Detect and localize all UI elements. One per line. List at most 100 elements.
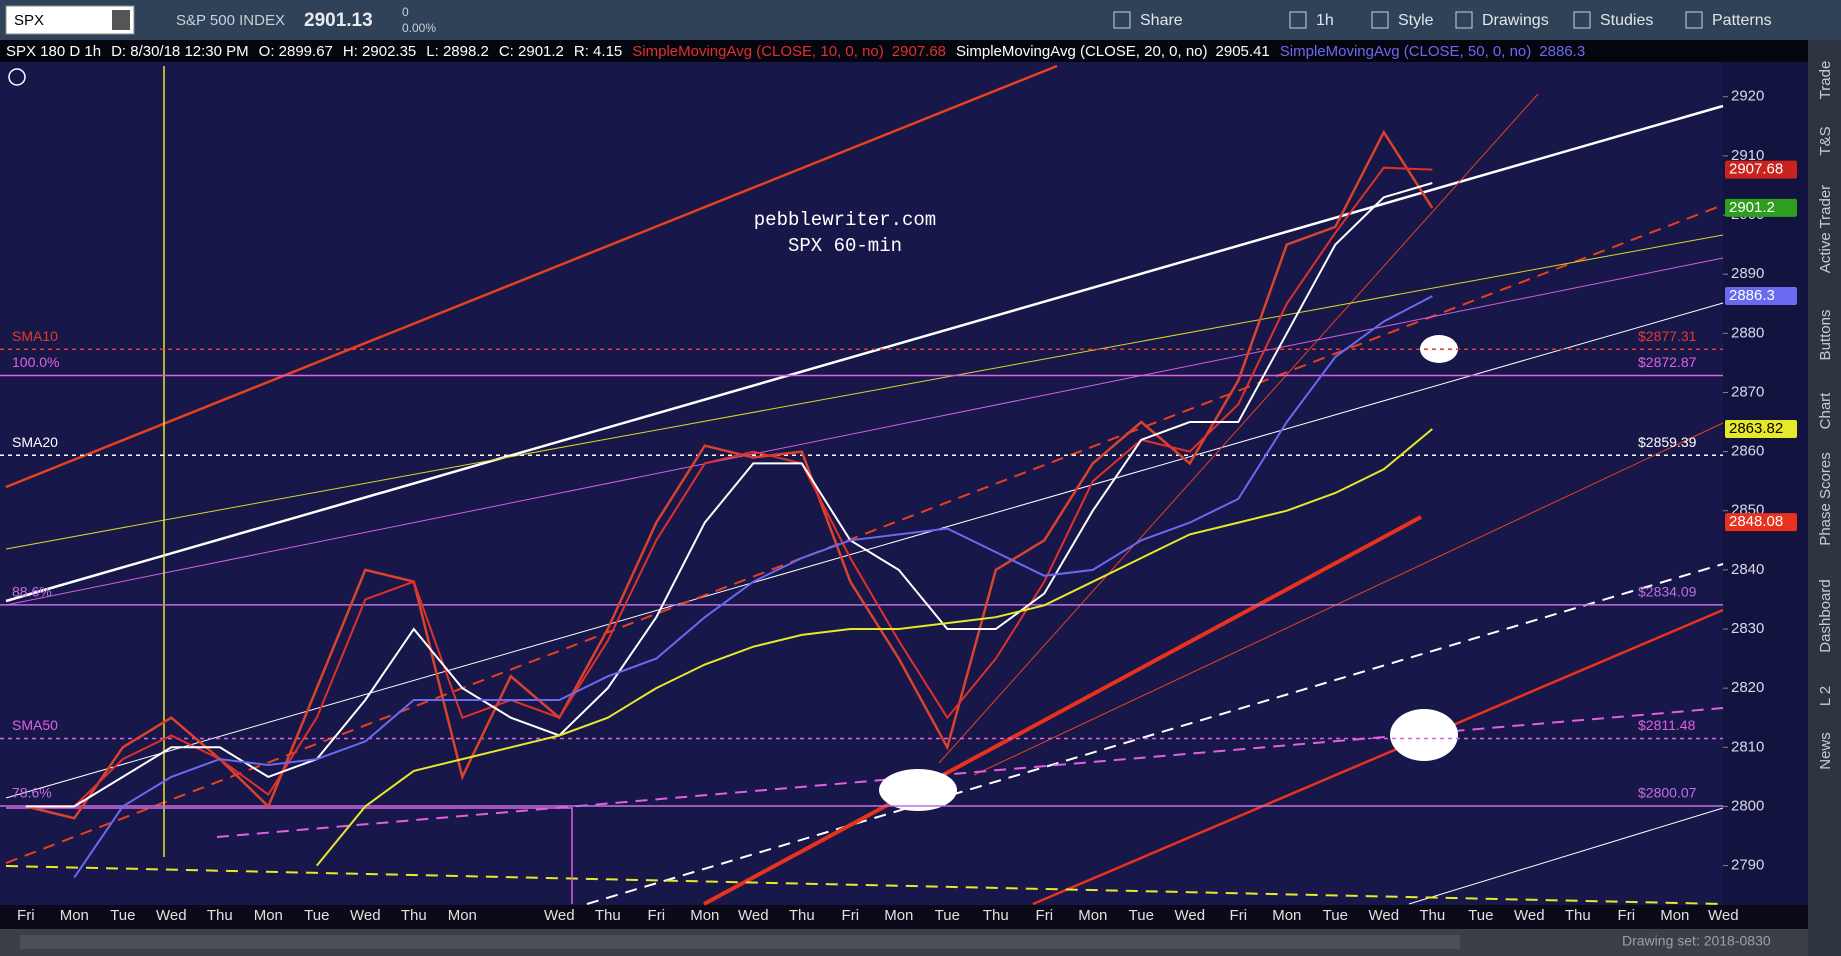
drawings xyxy=(5,64,1724,906)
y-tick-label: 2840 xyxy=(1731,561,1764,578)
toolbar xyxy=(0,0,1841,40)
toolbar-button[interactable]: Style xyxy=(1398,12,1434,29)
y-tick-label: 2920 xyxy=(1731,88,1764,105)
x-tick-label: Mon xyxy=(254,907,283,924)
study-name: SimpleMovingAvg (CLOSE, 20, 0, no) xyxy=(956,43,1208,60)
x-tick-label: Mon xyxy=(884,907,913,924)
symbol-dropdown[interactable] xyxy=(112,10,130,30)
x-tick-label: Fri xyxy=(17,907,35,924)
sidebar-tab[interactable]: T&S xyxy=(1817,126,1834,155)
toolbar-button[interactable]: Drawings xyxy=(1482,12,1549,29)
trend-line xyxy=(5,64,1058,489)
x-tick-label: Wed xyxy=(156,907,187,924)
x-tick-label: Mon xyxy=(1660,907,1689,924)
x-tick-label: Tue xyxy=(110,907,135,924)
chart-area xyxy=(0,62,1723,905)
level-label: $2877.31 xyxy=(1638,328,1697,344)
x-tick-label: Wed xyxy=(1175,907,1206,924)
x-tick-label: Mon xyxy=(1078,907,1107,924)
price-badge xyxy=(1725,198,1797,217)
trend-line xyxy=(5,104,1724,603)
info-line: SPX 180 D 1h D: 8/30/18 12:30 PM O: 2899.6… xyxy=(6,43,1585,60)
toolbar-button-icon[interactable] xyxy=(1113,11,1131,29)
toolbar-button-icon[interactable] xyxy=(1573,11,1591,29)
level-name: SMA50 xyxy=(12,717,58,733)
x-tick-label: Tue xyxy=(1323,907,1348,924)
x-tick-label: Thu xyxy=(401,907,427,924)
sidebar-tab[interactable]: News xyxy=(1817,732,1834,770)
x-tick-label: Thu xyxy=(207,907,233,924)
info-range: R: 4.15 xyxy=(574,43,622,60)
sidebar-tab[interactable]: Chart xyxy=(1817,392,1834,430)
study-value: 2886.3 xyxy=(1539,43,1585,60)
x-tick-label: Mon xyxy=(448,907,477,924)
x-axis-strip xyxy=(0,905,1808,929)
x-tick-label: Tue xyxy=(1468,907,1493,924)
toolbar-button-icon[interactable] xyxy=(1371,11,1389,29)
sma-line xyxy=(316,428,1433,867)
trend-line xyxy=(938,93,1539,764)
chart-title: pebblewriter.com xyxy=(754,209,936,231)
level-label: $2800.07 xyxy=(1638,785,1697,801)
info-open: O: 2899.67 xyxy=(259,43,333,60)
x-tick-label: Mon xyxy=(1272,907,1301,924)
price-badge-label: 2901.2 xyxy=(1729,199,1775,216)
x-tick-label: Wed xyxy=(1369,907,1400,924)
change-pct: 0.00% xyxy=(402,21,436,35)
x-tick-label: Thu xyxy=(595,907,621,924)
level-name: 88.6% xyxy=(12,584,52,600)
x-tick-label: Fri xyxy=(842,907,860,924)
trend-line xyxy=(5,302,1724,799)
trend-line xyxy=(5,234,1724,550)
price-line xyxy=(25,129,1434,820)
trend-line xyxy=(5,204,1724,864)
sidebar-tab[interactable]: Phase Scores xyxy=(1817,452,1834,545)
sidebar-tab[interactable]: Trade xyxy=(1817,61,1834,100)
toolbar-button[interactable]: Share xyxy=(1140,12,1183,29)
y-tick-label: 2790 xyxy=(1731,857,1764,874)
x-tick-label: Tue xyxy=(1129,907,1154,924)
price-badge-label: 2848.08 xyxy=(1729,513,1783,530)
sidebar-tab[interactable]: Buttons xyxy=(1817,310,1834,361)
highlight-ellipse xyxy=(1420,335,1458,363)
price-badge-label: 2907.68 xyxy=(1729,161,1783,178)
sidebar-tab[interactable]: L 2 xyxy=(1817,686,1834,706)
toolbar-button[interactable]: Patterns xyxy=(1712,12,1772,29)
index-name: S&P 500 INDEX xyxy=(176,12,285,29)
x-tick-label: Wed xyxy=(350,907,381,924)
info-icon[interactable] xyxy=(8,68,26,86)
x-tick-label: Mon xyxy=(60,907,89,924)
y-tick-label: 2910 xyxy=(1731,147,1764,164)
highlight-ellipse xyxy=(879,769,957,811)
scroll-thumb[interactable] xyxy=(20,935,1460,949)
info-date: D: 8/30/18 12:30 PM xyxy=(111,43,249,60)
price-badge xyxy=(1725,513,1797,532)
x-tick-label: Wed xyxy=(544,907,575,924)
toolbar-button[interactable]: Studies xyxy=(1600,12,1653,29)
toolbar-button-icon[interactable] xyxy=(1685,11,1703,29)
y-tick-label: 2800 xyxy=(1731,797,1764,814)
sidebar-tab[interactable]: Dashboard xyxy=(1817,579,1834,652)
info-low: L: 2898.2 xyxy=(426,43,489,60)
x-tick-label: Thu xyxy=(1565,907,1591,924)
vertical-line xyxy=(6,807,573,904)
info-high: H: 2902.35 xyxy=(343,43,416,60)
study-name: SimpleMovingAvg (CLOSE, 10, 0, no) xyxy=(632,43,884,60)
toolbar-button-icon[interactable] xyxy=(1289,11,1307,29)
x-tick-label: Thu xyxy=(983,907,1009,924)
toolbar-button-icon[interactable] xyxy=(1455,11,1473,29)
drawing-set[interactable]: Drawing set: 2018-0830 xyxy=(1622,933,1771,949)
x-tick-label: Fri xyxy=(648,907,666,924)
info-bar xyxy=(0,40,1808,62)
toolbar-button[interactable]: 1h xyxy=(1316,12,1334,29)
trend-line xyxy=(703,515,1422,906)
level-label: $2811.48 xyxy=(1638,717,1696,733)
trend-line xyxy=(973,422,1724,776)
trend-line xyxy=(5,257,1724,606)
x-tick-label: Wed xyxy=(1708,907,1739,924)
chart-subtitle: SPX 60-min xyxy=(788,235,902,257)
level-label: $2834.09 xyxy=(1638,584,1697,600)
level-name: SMA10 xyxy=(12,328,58,344)
sidebar-tab[interactable]: Active Trader xyxy=(1817,185,1834,273)
